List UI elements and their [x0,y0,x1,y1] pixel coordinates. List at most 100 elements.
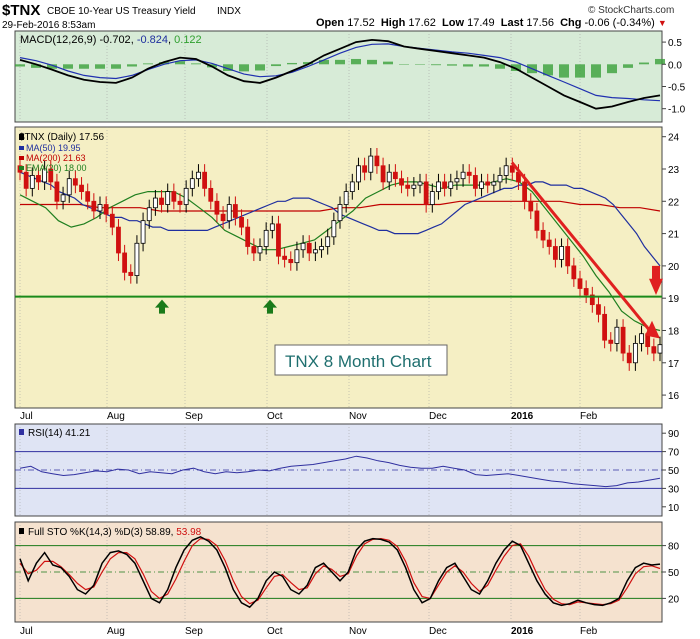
candle-body [596,304,601,315]
macd-tick-label: -1.0 [668,105,686,116]
candle-body [614,326,620,344]
price-tick-label: 20 [668,262,680,273]
candle-body [66,178,72,196]
candle-body [140,220,146,244]
candle-body [577,278,583,289]
macd-histogram-bar [367,59,377,65]
x-tick-label: Feb [580,626,598,637]
candle-body [42,168,48,183]
candle-body [374,155,380,167]
candle-body [288,259,294,264]
candle-body [337,204,343,222]
candle-body [146,207,152,222]
macd-line [19,38,661,110]
price-legend-ema20: EMA(20) 18.00 [26,163,87,173]
x-tick-label: Dec [429,411,447,422]
price-legend-ma200: MA(200) 21.63 [26,153,86,163]
x-tick-label: Nov [349,411,367,422]
macd-histogram-bar [335,59,345,65]
price-legend-swatch-ma200 [19,156,24,160]
macd-histogram-bar [543,64,553,76]
candle-body [343,191,349,205]
macd-histogram-bar [399,64,409,65]
candle-body [116,226,121,254]
support-up-arrow-icon [263,299,277,314]
candle-body [251,246,257,254]
macd-histogram-bar [143,63,153,65]
macd-histogram-bar [47,64,57,69]
sto-legend: Full STO %K(14,3) %D(3) 58.89, 53.98 [28,527,202,538]
candle-body [356,165,361,183]
candle-body [436,181,441,192]
candle-body [276,223,281,257]
rsi-tick-label: 10 [668,503,680,514]
x-tick-label: Jul [20,626,33,637]
rsi-line [19,455,661,488]
macd-histogram-bar [607,64,617,74]
macd-legend: MACD(12,26,9) -0.702, -0.824, 0.122 [20,34,202,46]
candle-body [128,271,134,276]
candle-body [122,252,128,273]
x-tick-label: Feb [580,411,598,422]
x-tick-label: Aug [107,626,125,637]
candle-body [232,204,238,218]
rsi-tick-label: 50 [668,466,680,477]
macd-histogram-bar [575,64,585,78]
candle-body [165,191,171,205]
rsi-series [15,451,662,489]
candle-body [503,165,509,176]
candle-body [386,171,392,183]
rsi-tick-label: 70 [668,448,680,459]
candle-body [177,200,183,205]
candle-body [540,229,546,241]
candle-body [602,313,608,341]
header-datetime: 29-Feb-2016 8:53am [2,20,96,31]
macd-histogram-bar [287,62,297,65]
macd-series [15,38,665,110]
candle-body [559,246,564,260]
x-tick-label: Oct [267,411,283,422]
candle-body [454,178,460,183]
candle-body [294,249,300,264]
macd-histogram-bar [415,64,425,65]
x-tick-label: Oct [267,626,283,637]
macd-histogram-bar [591,64,601,78]
x-tick-label: Sep [185,411,203,422]
macd-tick-label: -0.5 [668,82,686,93]
support-up-arrow-icon [155,299,169,314]
candle-body [319,246,324,251]
candle-body [392,171,398,180]
candle-body [202,171,208,189]
candle-body [479,181,484,189]
rsi-tick-label: 30 [668,484,680,495]
rsi-legend: RSI(14) 41.21 [28,428,91,439]
candle-body [485,181,491,186]
candle-body [97,204,103,212]
downtrend-arrow [510,161,653,334]
candle-body [48,168,54,183]
candle-body [657,344,663,354]
candle-body [639,333,644,344]
price-tick-label: 22 [668,197,680,208]
macd-tick-label: 0.0 [668,60,682,71]
sto-tick-label: 50 [668,568,680,579]
macd-histogram-bar [431,64,441,66]
candle-body [423,181,429,205]
header-symbol: $TNX [2,2,41,19]
price-series [15,147,663,371]
x-tick-label: Dec [429,626,447,637]
candle-body [134,242,140,276]
candle-body [362,165,368,173]
candle-body [626,352,632,364]
candle-body [325,236,331,247]
candle-body [36,175,41,183]
candle-body [257,246,263,254]
candle-body [196,171,201,180]
header-quote: Open 17.52 High 17.62 Low 17.49 Last 17.… [316,17,667,29]
sto-k-line [19,535,661,609]
candle-body [226,204,232,222]
macd-histogram-bar [191,63,201,65]
price-tick-label: 19 [668,294,680,305]
candle-body [79,184,84,192]
